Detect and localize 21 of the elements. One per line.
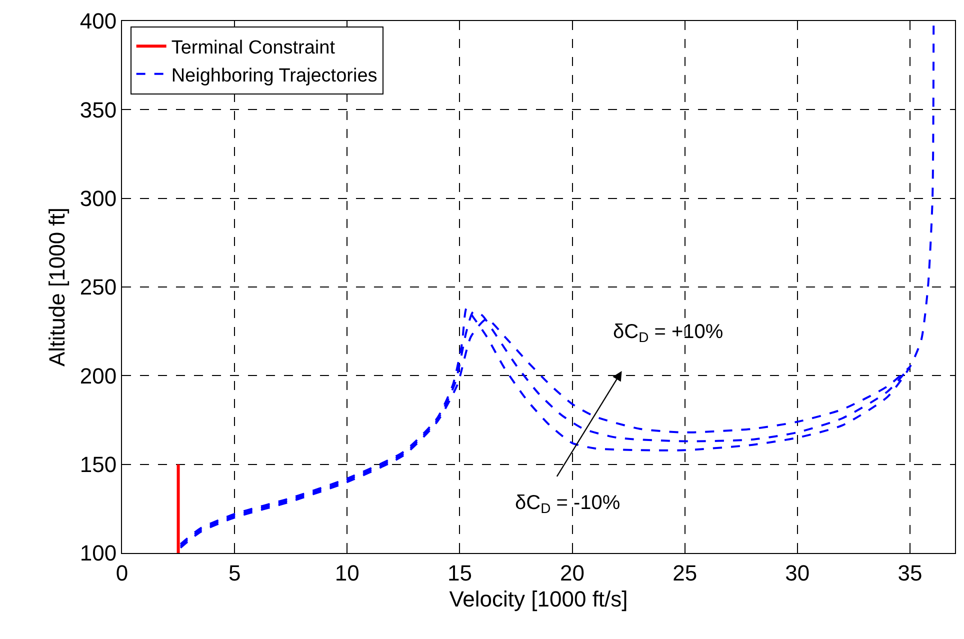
y-tick-label: 350 [80, 97, 117, 122]
annotation: δC$_{D}$ = +10% [613, 321, 724, 346]
y-tick-label: 200 [80, 363, 117, 388]
x-tick-label: 5 [228, 560, 241, 586]
y-tick-label: 300 [80, 186, 117, 212]
y-tick-label: 150 [80, 452, 117, 478]
x-axis-title: Velocity [1000 ft/s] [449, 586, 628, 612]
x-tick-label: 0 [116, 560, 128, 586]
x-tick-label: 10 [334, 560, 360, 586]
annotation: δC$_{D}$ = -10% [515, 492, 620, 516]
x-tick-label: 30 [785, 560, 810, 586]
legend-label: Terminal Constraint [171, 38, 336, 59]
y-tick-label: 250 [80, 274, 117, 300]
x-tick-label: 25 [672, 560, 698, 586]
y-axis-title: Altitude [1000 ft] [44, 208, 70, 366]
x-tick-label: 20 [560, 560, 585, 586]
y-tick-label: 400 [80, 8, 117, 34]
x-tick-label: 15 [447, 560, 472, 586]
y-tick-label: 100 [80, 540, 117, 566]
x-tick-label: 35 [898, 560, 922, 586]
legend-label: Neighboring Trajectories [171, 65, 378, 86]
